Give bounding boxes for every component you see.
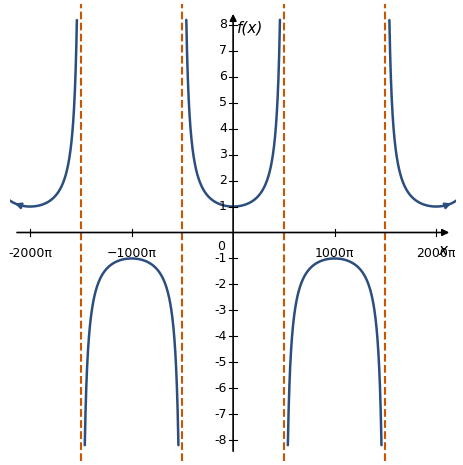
Text: f(x): f(x) [237, 20, 263, 35]
Text: -2000π: -2000π [8, 247, 52, 260]
Text: -8: -8 [214, 433, 226, 446]
Text: 1000π: 1000π [314, 247, 354, 260]
Text: 4: 4 [219, 122, 226, 135]
Text: -3: -3 [214, 304, 226, 317]
Text: −1000π: −1000π [106, 247, 156, 260]
Text: 0: 0 [217, 240, 225, 253]
Text: -5: -5 [214, 356, 226, 369]
Text: x: x [438, 243, 447, 258]
Text: -6: -6 [214, 382, 226, 395]
Text: 7: 7 [219, 44, 226, 57]
Text: 2000π: 2000π [416, 247, 455, 260]
Text: -4: -4 [214, 330, 226, 343]
Text: -2: -2 [214, 278, 226, 291]
Text: 8: 8 [219, 19, 226, 32]
Text: -7: -7 [214, 408, 226, 421]
Text: 5: 5 [219, 96, 226, 109]
Text: -1: -1 [214, 252, 226, 265]
Text: 3: 3 [219, 148, 226, 161]
Text: 2: 2 [219, 174, 226, 187]
Text: 6: 6 [219, 70, 226, 83]
Text: 1: 1 [219, 200, 226, 213]
